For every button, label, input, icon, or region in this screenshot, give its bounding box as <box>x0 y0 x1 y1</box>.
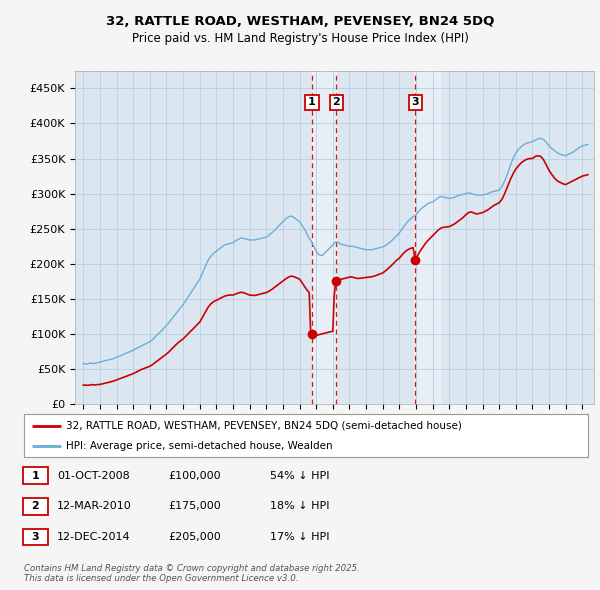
Text: 2: 2 <box>32 502 39 511</box>
Text: 54% ↓ HPI: 54% ↓ HPI <box>270 471 329 480</box>
Text: 3: 3 <box>32 532 39 542</box>
Text: 32, RATTLE ROAD, WESTHAM, PEVENSEY, BN24 5DQ: 32, RATTLE ROAD, WESTHAM, PEVENSEY, BN24… <box>106 15 494 28</box>
Text: 3: 3 <box>412 97 419 107</box>
Text: 17% ↓ HPI: 17% ↓ HPI <box>270 532 329 542</box>
Text: 12-DEC-2014: 12-DEC-2014 <box>57 532 131 542</box>
Bar <box>414 71 440 404</box>
Text: 12-MAR-2010: 12-MAR-2010 <box>57 502 132 511</box>
Text: Contains HM Land Registry data © Crown copyright and database right 2025.
This d: Contains HM Land Registry data © Crown c… <box>24 563 360 583</box>
Text: £100,000: £100,000 <box>168 471 221 480</box>
Text: 18% ↓ HPI: 18% ↓ HPI <box>270 502 329 511</box>
Text: £175,000: £175,000 <box>168 502 221 511</box>
Text: 01-OCT-2008: 01-OCT-2008 <box>57 471 130 480</box>
Text: Price paid vs. HM Land Registry's House Price Index (HPI): Price paid vs. HM Land Registry's House … <box>131 32 469 45</box>
Text: 2: 2 <box>332 97 340 107</box>
Bar <box>312 71 337 404</box>
Text: HPI: Average price, semi-detached house, Wealden: HPI: Average price, semi-detached house,… <box>66 441 333 451</box>
Text: 1: 1 <box>308 97 316 107</box>
Text: £205,000: £205,000 <box>168 532 221 542</box>
Text: 32, RATTLE ROAD, WESTHAM, PEVENSEY, BN24 5DQ (semi-detached house): 32, RATTLE ROAD, WESTHAM, PEVENSEY, BN24… <box>66 421 462 431</box>
Text: 1: 1 <box>32 471 39 480</box>
